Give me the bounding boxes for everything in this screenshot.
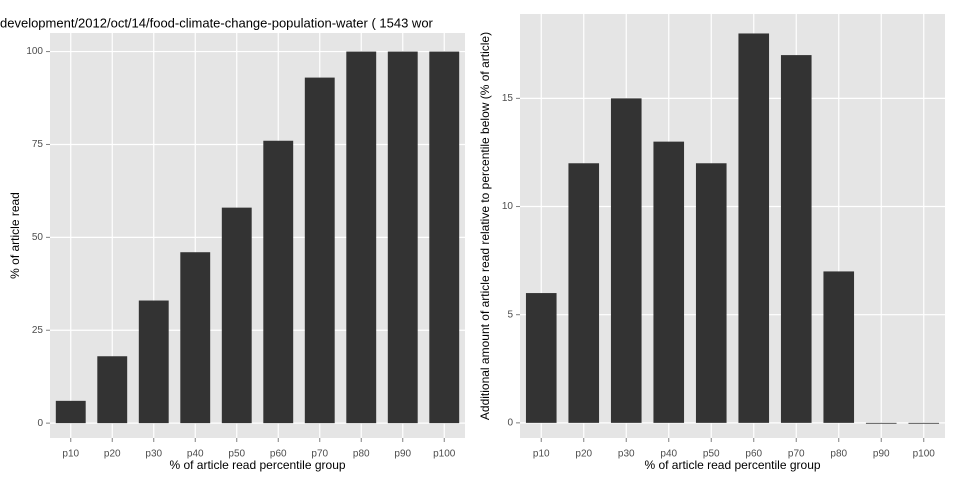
x-tick-label: p90 [394, 449, 411, 460]
x-tick-label: p90 [873, 449, 890, 460]
x-tick-label: p40 [187, 449, 204, 460]
y-axis-label: % of article read [8, 192, 22, 279]
y-tick-label: 10 [502, 201, 514, 212]
bar [908, 422, 940, 424]
x-tick-label: p20 [104, 449, 121, 460]
bar [221, 207, 252, 424]
bar [738, 33, 770, 423]
x-tick-label: p30 [618, 449, 635, 460]
bar [429, 51, 460, 424]
x-tick-label: p80 [353, 449, 370, 460]
bar [97, 356, 128, 424]
x-tick-label: p100 [913, 449, 936, 460]
y-tick-label: 50 [32, 232, 44, 243]
x-tick-label: p30 [145, 449, 162, 460]
y-tick-label: 25 [32, 325, 44, 336]
bar [568, 163, 600, 423]
x-tick-label: p60 [745, 449, 762, 460]
x-tick-label: p50 [228, 449, 245, 460]
chart-title: development/2012/oct/14/food-climate-cha… [0, 15, 434, 30]
bar [653, 141, 685, 423]
bar [387, 51, 418, 424]
bar [304, 77, 335, 424]
bar [346, 51, 377, 424]
x-axis-label: % of article read percentile group [644, 458, 820, 472]
x-tick-label: p70 [311, 449, 328, 460]
bar [263, 140, 294, 424]
x-tick-label: p40 [660, 449, 677, 460]
bar [138, 300, 169, 424]
bar [780, 55, 812, 423]
bar [55, 400, 86, 424]
y-axis-label: Additional amount of article read relati… [478, 32, 492, 420]
bar [610, 98, 642, 423]
x-tick-label: p20 [575, 449, 592, 460]
x-tick-label: p50 [703, 449, 720, 460]
y-tick-label: 5 [507, 309, 513, 320]
x-tick-label: p80 [830, 449, 847, 460]
bar [180, 252, 211, 424]
y-tick-label: 75 [32, 139, 44, 150]
x-tick-label: p70 [788, 449, 805, 460]
y-tick-label: 0 [37, 418, 43, 429]
bar [865, 422, 897, 424]
x-axis-label: % of article read percentile group [169, 458, 345, 472]
y-tick-label: 0 [507, 417, 513, 428]
y-tick-label: 100 [26, 46, 43, 57]
x-tick-label: p60 [270, 449, 287, 460]
x-tick-label: p10 [533, 449, 550, 460]
bar [695, 163, 727, 423]
x-tick-label: p100 [433, 449, 456, 460]
bar [525, 293, 557, 423]
x-tick-label: p10 [62, 449, 79, 460]
bar [823, 271, 855, 423]
y-tick-label: 15 [502, 93, 514, 104]
